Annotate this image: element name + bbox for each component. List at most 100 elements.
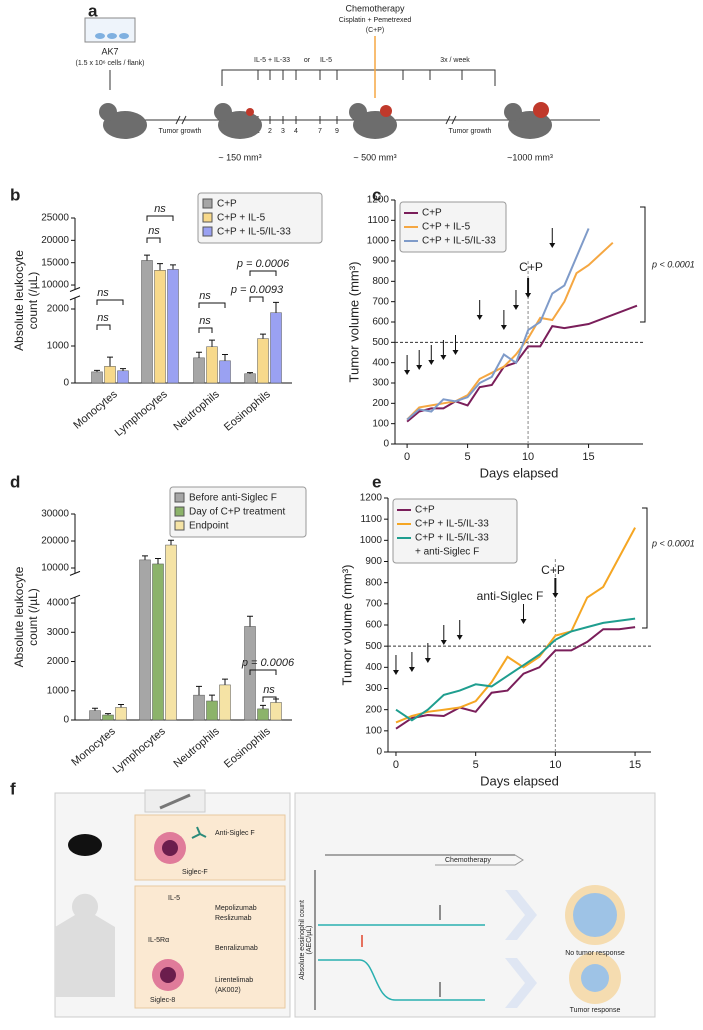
bar [193, 357, 205, 384]
error-bar [247, 372, 253, 374]
series-line [395, 626, 636, 730]
y-tick-label: 400 [372, 357, 389, 368]
legend-box [197, 192, 323, 244]
axis-label: Absolute eosinophil count [299, 900, 306, 980]
mice [99, 103, 552, 139]
y-tick-label: 0 [383, 439, 389, 450]
arrow-head [440, 355, 447, 360]
x-tick-label: Lymphocytes [111, 725, 168, 776]
drug: Benralizumab [215, 945, 258, 952]
y-axis-label: Absolute leukocyte [12, 566, 26, 667]
annotation: p = 0.0006 [241, 657, 295, 669]
mouse-icon [68, 834, 102, 856]
arrow-head [416, 365, 423, 370]
arrow-head [476, 315, 483, 320]
bar [115, 707, 127, 721]
cell [107, 33, 117, 39]
x-axis-label: Days elapsed [480, 465, 559, 480]
legend-label: Endpoint [189, 521, 229, 532]
y-tick-label: 1000 [47, 685, 70, 696]
day: 9 [335, 128, 339, 135]
aec-line [318, 959, 485, 1001]
y-tick-label: 10000 [41, 280, 69, 291]
legend-label: C+P + IL-5/IL-33 [422, 236, 496, 247]
day: 3 [281, 128, 285, 135]
annotation: C+P [519, 260, 543, 274]
y-tick-label: 500 [365, 641, 382, 652]
series-line [395, 527, 636, 724]
y-tick-label: 700 [365, 598, 382, 609]
panel-label: d [10, 472, 20, 491]
target: Siglec-8 [150, 997, 175, 1004]
axis-break [69, 287, 81, 301]
annotation: ns [154, 203, 166, 215]
x-tick-label: 5 [465, 451, 471, 463]
x-tick-label: Monocytes [71, 388, 120, 432]
error-bar [155, 558, 161, 564]
error-bar [222, 678, 228, 685]
error-bar [247, 615, 253, 627]
day: 7 [318, 128, 322, 135]
arrow-head [452, 350, 459, 355]
error-bar [105, 713, 111, 716]
x-tick-label: 5 [473, 759, 479, 771]
series-line [395, 617, 636, 722]
antibody [191, 826, 207, 839]
legend-label: Before anti-Siglec F [189, 493, 277, 504]
schedule: 3x / week [440, 57, 470, 64]
error-bar [118, 704, 124, 708]
treatment: IL-5 + IL-33 [254, 57, 290, 64]
legend-label: C+P [415, 505, 435, 516]
error-bar [157, 263, 163, 271]
timeline-label: Chemotherapy [445, 857, 491, 864]
bracket [146, 237, 161, 243]
annotation: ns [263, 684, 275, 696]
error-bar [120, 368, 126, 371]
y-axis-label: count (/µL) [26, 588, 40, 646]
bracket [198, 302, 226, 308]
y-tick-label: 1100 [367, 215, 389, 226]
legend-label: C+P + IL-5/IL-33 [415, 533, 489, 544]
annotation: ns [199, 315, 211, 327]
y-tick-label: 1200 [360, 493, 383, 504]
human-box [134, 885, 286, 1009]
panel-label: f [10, 779, 16, 798]
x-tick-label: 15 [629, 759, 641, 771]
growth: Tumor growth [159, 128, 202, 135]
annotation: p = 0.0093 [230, 284, 284, 296]
y-tick-label: 800 [365, 577, 382, 588]
x-tick-label: Neutrophils [171, 388, 222, 433]
annotation: p = 0.0006 [236, 258, 290, 270]
y-tick-label: 0 [63, 378, 69, 389]
bar [244, 373, 256, 384]
error-bar [209, 339, 215, 347]
annotation: C+P [541, 563, 565, 577]
x-tick-label: Eosinophils [222, 725, 273, 771]
outcome: Tumor response [570, 1007, 621, 1014]
error-bar [222, 354, 228, 361]
cell [95, 33, 105, 39]
bracket [249, 296, 264, 302]
chevrons [505, 890, 537, 1008]
tumor-size: ~ 500 mm³ [353, 152, 396, 162]
nucleus [162, 840, 178, 856]
y-tick-label: 20000 [41, 536, 69, 547]
arrow-head [512, 305, 519, 310]
legend-swatch [202, 212, 213, 223]
y-tick-label: 20000 [41, 235, 69, 246]
bracket [96, 299, 124, 305]
tumors [246, 102, 549, 118]
panel-label: c [372, 185, 381, 204]
syringe [159, 793, 191, 810]
bar [257, 338, 269, 384]
y-tick-label: 400 [365, 662, 382, 673]
panel-a: a AK7 (1.5 x 10⁶ cells / flank) Chemothe… [75, 1, 600, 162]
tumor-core [573, 893, 617, 937]
legend-box [399, 201, 507, 253]
y-tick-label: 700 [372, 296, 389, 307]
annotation: anti-Siglec F [477, 589, 544, 603]
bar [154, 270, 166, 384]
legend-label: C+P + IL-5/IL-33 [415, 519, 489, 530]
drug: Anti-Siglec F [215, 830, 255, 837]
or: or [304, 57, 311, 64]
